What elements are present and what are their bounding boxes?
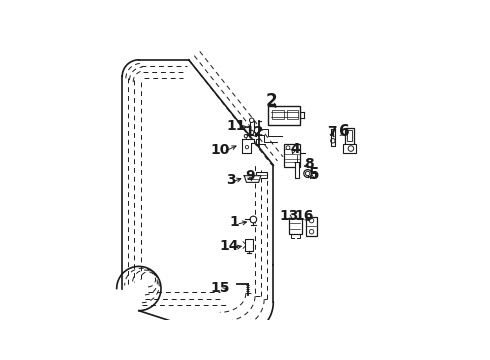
Bar [269, 106, 300, 125]
Bar [250, 121, 254, 132]
Circle shape [305, 171, 310, 176]
Polygon shape [242, 139, 254, 153]
Text: 12: 12 [244, 125, 264, 139]
Text: 3: 3 [226, 172, 236, 186]
Bar [289, 218, 302, 234]
Text: 14: 14 [220, 239, 239, 253]
Text: 6: 6 [339, 125, 349, 139]
Bar [347, 130, 352, 141]
Text: 1: 1 [230, 215, 240, 229]
Bar [245, 239, 253, 251]
Circle shape [309, 219, 314, 223]
Text: 8: 8 [304, 157, 314, 171]
Text: 5: 5 [309, 167, 319, 183]
Circle shape [249, 118, 254, 122]
Bar [306, 217, 318, 235]
Circle shape [286, 146, 290, 150]
Bar [343, 144, 356, 153]
Circle shape [244, 134, 247, 138]
Text: 16: 16 [295, 208, 314, 222]
Circle shape [309, 229, 314, 234]
Circle shape [304, 170, 312, 177]
Bar [272, 110, 284, 119]
Circle shape [249, 130, 254, 135]
Bar [344, 129, 354, 147]
Bar [256, 172, 267, 178]
Bar [284, 144, 300, 167]
Text: 2: 2 [266, 93, 278, 111]
Circle shape [348, 146, 354, 151]
Text: 15: 15 [210, 281, 230, 295]
Circle shape [293, 146, 297, 150]
Circle shape [245, 145, 248, 149]
Text: 13: 13 [280, 208, 299, 222]
Circle shape [250, 216, 257, 223]
Polygon shape [244, 176, 261, 183]
Text: 11: 11 [226, 120, 245, 133]
Text: 10: 10 [210, 143, 230, 157]
Bar [294, 162, 298, 177]
Bar [288, 110, 298, 119]
Text: 7: 7 [327, 125, 336, 139]
Text: 4: 4 [291, 141, 300, 156]
Text: 9: 9 [245, 169, 254, 183]
Circle shape [331, 139, 335, 143]
